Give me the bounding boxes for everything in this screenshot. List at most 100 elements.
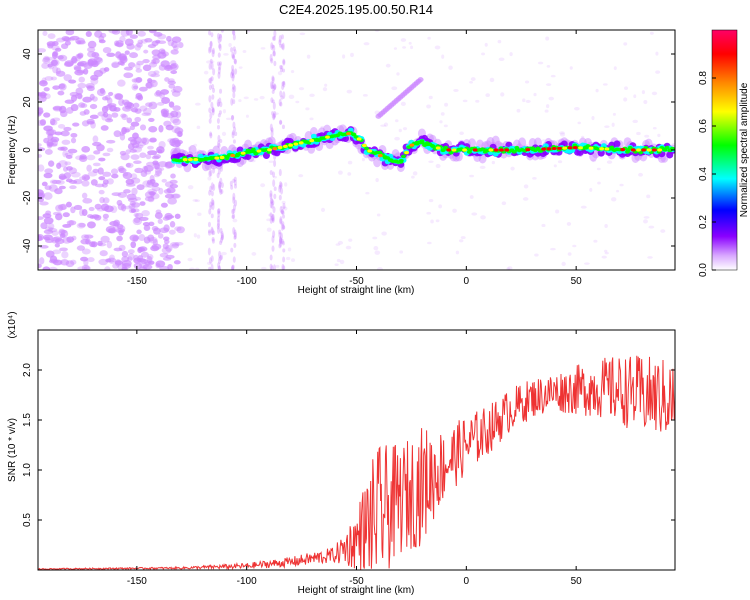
spectrogram-x-ticks: -150 -100 -50 0 50	[127, 30, 582, 287]
spectrogram-cell	[160, 108, 170, 115]
spectrogram-cell	[208, 208, 212, 215]
spectrogram-cell	[282, 68, 286, 73]
spectrogram-cell	[52, 249, 62, 255]
spectrogram-cell	[596, 167, 601, 171]
spectrogram-cell	[76, 40, 82, 45]
spectrogram-cell	[81, 248, 91, 255]
spectrogram-cell	[374, 250, 381, 255]
spectrogram-cell	[54, 47, 62, 52]
spectrogram-cell	[269, 254, 273, 261]
spectrogram-cell	[130, 107, 139, 113]
spectrogram-cell	[39, 80, 48, 87]
spectrogram-cell	[231, 69, 235, 76]
spectrogram-cell	[38, 197, 45, 203]
spectrogram-cell	[234, 131, 238, 137]
spectrogram-cell	[84, 234, 94, 239]
spectrogram-cell	[270, 57, 274, 64]
spectrogram-cell	[643, 216, 650, 219]
spectrogram-cell	[139, 201, 146, 206]
spectrogram-cell	[272, 36, 276, 41]
spectrogram-cell	[57, 124, 66, 129]
spectrogram-cell	[271, 76, 275, 83]
spectrogram-cell	[222, 109, 227, 114]
spectrogram-cell	[604, 125, 610, 128]
spectrogram-cell	[271, 84, 275, 90]
spectrogram-cell	[211, 94, 215, 100]
spectrogram-cell	[211, 83, 215, 90]
spectrogram-cell	[530, 147, 536, 152]
spectrogram-cell	[121, 259, 132, 267]
spectrogram-cell	[220, 234, 224, 241]
spectrogram-cell	[145, 81, 154, 89]
spectrogram-cell	[142, 180, 152, 188]
spectrogram-cell	[271, 235, 275, 243]
spectrogram-cell	[279, 216, 283, 224]
spectrogram-cell	[125, 30, 133, 36]
spectrogram-cell	[441, 148, 446, 152]
spectrogram-cell	[156, 101, 165, 106]
spectrogram-cell	[272, 113, 276, 120]
spectrogram-cell	[141, 251, 149, 258]
spectrogram-cell	[43, 192, 53, 200]
spectrogram-cell	[404, 150, 409, 155]
spectrogram-cell	[114, 260, 124, 265]
spectrogram-cell	[209, 185, 213, 193]
spectrogram-cell	[131, 142, 140, 149]
spectrogram-cell	[59, 247, 68, 252]
spectrogram-cell	[147, 44, 156, 49]
spectrogram-cell	[272, 35, 276, 42]
spectrogram-cell	[443, 124, 448, 128]
spectrogram-cell	[209, 205, 213, 210]
spectrogram-cell	[120, 153, 130, 161]
spectrogram-cell	[61, 35, 70, 42]
spectrogram-cell	[117, 61, 125, 66]
spectrogram-cell	[43, 217, 54, 225]
spectrogram-cell	[44, 148, 53, 155]
spectrogram-cell	[234, 199, 238, 207]
spectrogram-cell	[57, 55, 64, 60]
spectrogram-cell	[145, 81, 153, 89]
spectrogram-cell	[269, 190, 273, 198]
spectrogram-cell	[51, 45, 60, 51]
spectrogram-cell	[232, 192, 236, 201]
spectrogram-cell	[121, 126, 128, 135]
spectrogram-cell	[232, 139, 236, 144]
spectrogram-cell	[138, 266, 148, 270]
spectrogram-cell	[122, 172, 133, 180]
spectrogram-cell	[591, 115, 595, 121]
spectrogram-cell	[62, 223, 72, 228]
spectrogram-cell	[148, 236, 158, 244]
spectrogram-cell	[139, 124, 147, 131]
spectrogram-cell	[130, 173, 138, 180]
spectrogram-cell	[574, 107, 580, 111]
spectrogram-cell	[231, 51, 235, 59]
spectrogram-cell	[156, 146, 165, 154]
spectrogram-cell	[167, 80, 176, 85]
spectrogram-cell	[149, 137, 157, 143]
spectrogram-cell	[58, 83, 66, 89]
spectrogram-cell	[651, 148, 657, 152]
spectrogram-cell	[38, 154, 43, 158]
spectrogram-cell	[279, 120, 283, 125]
spectrogram-cell	[92, 162, 101, 167]
spectrogram-cell	[133, 160, 142, 165]
spectrogram-cell	[279, 119, 283, 126]
spectrogram-cell	[467, 148, 473, 152]
spectrogram-cell	[394, 119, 399, 123]
spectrogram-cell	[230, 184, 234, 190]
spectrogram-cell	[231, 131, 235, 139]
spectrogram-cell	[275, 264, 280, 268]
spectrogram-cell	[43, 112, 51, 118]
spectrogram-cell	[208, 230, 212, 236]
spectrogram-cell	[218, 110, 222, 115]
spectrogram-cell	[39, 80, 48, 85]
spectrogram-cell	[363, 42, 370, 46]
spectrogram-cell	[569, 66, 573, 70]
spectrogram-cell	[259, 95, 265, 100]
spectrogram-cell	[63, 126, 72, 132]
spectrogram-cell	[613, 140, 621, 148]
spectrogram-cell	[279, 232, 283, 241]
spectrogram-cell	[113, 130, 122, 138]
spectrogram-cell	[211, 199, 215, 206]
spectrogram-cell	[42, 266, 51, 270]
